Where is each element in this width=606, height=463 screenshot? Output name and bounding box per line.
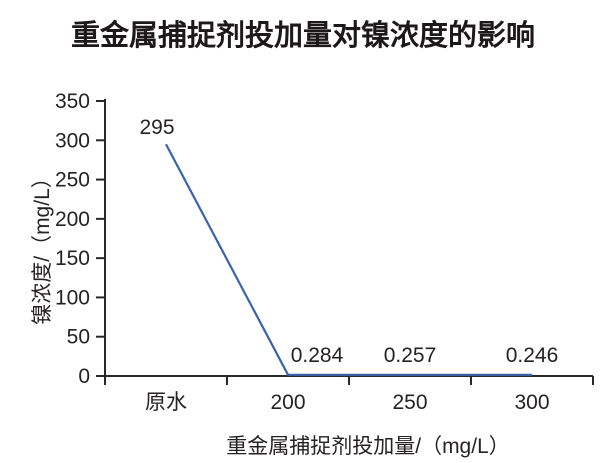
x-tick-label: 300 (514, 391, 549, 414)
point-label: 0.246 (506, 344, 559, 367)
y-tick-label: 350 (55, 90, 90, 113)
y-tick-label: 0 (78, 365, 90, 388)
point-label: 295 (139, 116, 174, 139)
chart-title: 重金属捕捉剂投加量对镍浓度的影响 (70, 20, 535, 52)
y-tick-label: 300 (55, 129, 90, 152)
x-tick-label: 200 (270, 391, 305, 414)
y-tick-label: 50 (67, 326, 90, 349)
x-tick-label: 原水 (145, 391, 187, 414)
y-tick-label: 200 (55, 208, 90, 231)
y-tick-label: 250 (55, 169, 90, 192)
x-tick-label: 250 (392, 391, 427, 414)
data-line-nickel (165, 143, 532, 376)
point-label: 0.257 (384, 344, 437, 367)
y-tick-label: 100 (55, 286, 90, 309)
x-axis-label: 重金属捕捉剂投加量/（mg/L） (226, 435, 510, 458)
y-tick-label: 150 (55, 247, 90, 270)
point-label: 0.284 (291, 344, 344, 367)
